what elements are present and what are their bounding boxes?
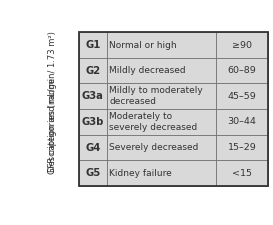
Bar xyxy=(79,109,107,135)
Bar xyxy=(107,109,216,135)
Text: Description and range: Description and range xyxy=(48,78,57,172)
Text: 60–89: 60–89 xyxy=(228,66,256,75)
Bar xyxy=(216,83,268,109)
Bar xyxy=(79,160,107,186)
Bar xyxy=(107,83,216,109)
Bar xyxy=(107,135,216,160)
Text: Mildly to moderately
decreased: Mildly to moderately decreased xyxy=(109,86,203,106)
Text: G3b: G3b xyxy=(82,117,104,127)
Text: Kidney failure: Kidney failure xyxy=(109,169,172,178)
Text: G5: G5 xyxy=(85,168,100,178)
Text: Severely decreased: Severely decreased xyxy=(109,143,199,152)
Bar xyxy=(107,160,216,186)
Bar xyxy=(216,58,268,83)
Bar xyxy=(216,135,268,160)
Text: ≥90: ≥90 xyxy=(232,40,252,50)
Bar xyxy=(79,58,107,83)
Text: Normal or high: Normal or high xyxy=(109,40,177,50)
Bar xyxy=(79,32,268,186)
Text: G2: G2 xyxy=(85,66,100,76)
Bar xyxy=(216,160,268,186)
Text: <15: <15 xyxy=(232,169,252,178)
Bar xyxy=(79,32,107,58)
Bar xyxy=(107,32,216,58)
Bar xyxy=(79,135,107,160)
Text: Moderately to
severely decreased: Moderately to severely decreased xyxy=(109,112,197,132)
Bar xyxy=(79,83,107,109)
Text: Mildly decreased: Mildly decreased xyxy=(109,66,186,75)
Text: 15–29: 15–29 xyxy=(228,143,256,152)
Text: GFR categories (mL/min/ 1.73 m²): GFR categories (mL/min/ 1.73 m²) xyxy=(48,31,57,174)
Bar xyxy=(216,32,268,58)
Text: G1: G1 xyxy=(85,40,100,50)
Text: 30–44: 30–44 xyxy=(228,117,256,126)
Text: G4: G4 xyxy=(85,143,100,153)
Text: 45–59: 45–59 xyxy=(228,92,256,101)
Bar xyxy=(107,58,216,83)
Bar xyxy=(216,109,268,135)
Text: G3a: G3a xyxy=(82,91,104,101)
